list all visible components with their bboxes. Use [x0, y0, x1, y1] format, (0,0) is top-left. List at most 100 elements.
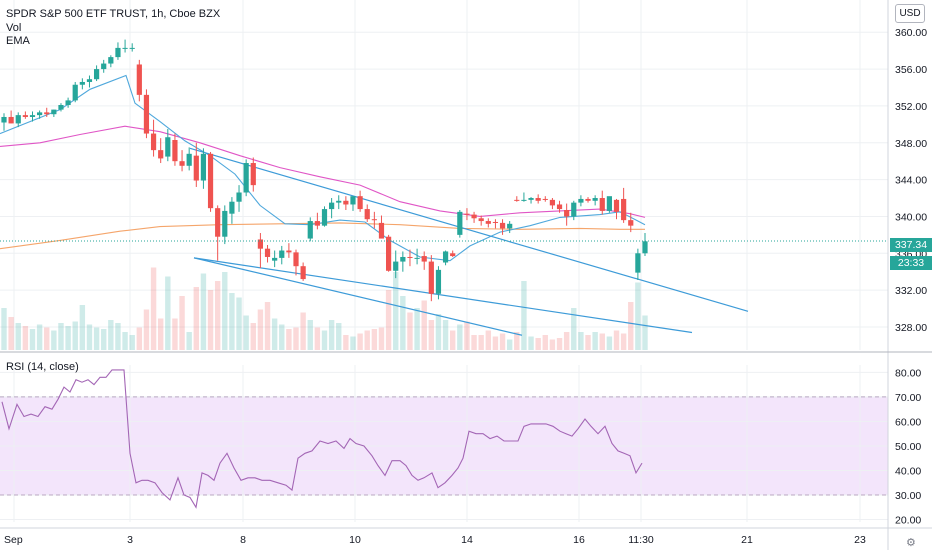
volume-bar: [528, 336, 534, 350]
volume-bar: [93, 327, 100, 350]
candle-body: [272, 257, 278, 261]
candle-body: [37, 112, 43, 116]
volume-bar: [293, 327, 299, 350]
volume-bar: [79, 305, 86, 350]
volume-bar: [257, 309, 264, 350]
volume-bar: [200, 273, 207, 350]
candle-body: [442, 251, 449, 263]
price-tick-label: 344.00: [895, 175, 927, 187]
volume-bar: [371, 329, 378, 350]
candle-body: [321, 209, 328, 226]
trendline: [189, 147, 749, 312]
candle-body: [250, 163, 256, 186]
currency-selector[interactable]: USD: [895, 4, 925, 23]
rsi-line: [1, 369, 643, 509]
candle-body: [207, 153, 214, 209]
candle-body: [264, 248, 271, 257]
candle-body: [635, 253, 641, 273]
ema-legend[interactable]: EMA: [6, 35, 30, 47]
time-tick-label: Sep: [4, 534, 23, 546]
volume-bar: [65, 326, 71, 350]
candle-body: [613, 199, 620, 212]
volume-bar: [606, 336, 613, 350]
candle-body: [549, 199, 556, 206]
candle-body: [364, 209, 370, 220]
rsi-tick-label: 80.00: [895, 367, 921, 379]
rsi-legend[interactable]: RSI (14, close): [6, 361, 79, 373]
candle-body: [186, 153, 192, 166]
volume-bar: [428, 320, 435, 350]
price-tick-label: 328.00: [895, 322, 927, 334]
volume-bar: [592, 332, 598, 350]
candle-body: [122, 47, 128, 49]
candle-body: [229, 201, 235, 214]
candle-body: [93, 69, 100, 80]
volume-bar: [36, 324, 43, 350]
candle-body: [22, 115, 28, 117]
candle-body: [386, 236, 392, 271]
volume-bar: [157, 318, 164, 350]
candle-body: [236, 192, 242, 202]
last-price-tag-bg: [890, 238, 932, 252]
candle-body: [564, 210, 570, 217]
volume-bar: [556, 338, 563, 350]
candle-body: [371, 219, 377, 221]
ema-mid-line: [0, 125, 646, 218]
candle-body: [485, 221, 491, 224]
time-tick-label: 10: [349, 534, 361, 546]
volume-bar: [563, 332, 570, 350]
candle-body: [15, 115, 21, 124]
price-tick-label: 332.00: [895, 285, 927, 297]
candle-body: [457, 211, 463, 235]
candle-body: [222, 210, 228, 237]
candle-body: [108, 57, 114, 64]
volume-bar: [457, 324, 463, 350]
volume-bar: [542, 335, 548, 350]
candle-body: [329, 202, 335, 210]
rsi-tick-label: 20.00: [895, 515, 921, 527]
time-tick-label: 11:30: [628, 534, 654, 546]
symbol-legend[interactable]: SPDR S&P 500 ETF TRUST, 1h, Cboe BZX: [6, 8, 221, 20]
gear-icon[interactable]: ⚙: [906, 537, 916, 549]
candle-body: [65, 100, 71, 105]
volume-bar: [492, 336, 499, 350]
bar-countdown-tag: 23:33: [897, 257, 925, 269]
volume-bar: [535, 338, 541, 350]
volume-bar: [108, 320, 114, 350]
ema-slow-line: [0, 222, 645, 250]
volume-bar: [364, 330, 370, 350]
volume-bar: [229, 293, 235, 350]
candle-body: [542, 198, 548, 200]
candle-body: [578, 198, 584, 203]
volume-bar: [1, 308, 7, 350]
volume-bar: [585, 335, 591, 350]
volume-bar: [357, 333, 363, 350]
volume-bar: [179, 296, 185, 350]
candle-body: [150, 133, 157, 151]
time-tick-label: 8: [240, 534, 246, 546]
volume-bar: [271, 318, 278, 350]
volume-bar: [442, 320, 449, 350]
volume-bar: [642, 315, 648, 350]
time-tick-label: 14: [461, 534, 473, 546]
volume-bar: [620, 333, 627, 350]
candle-body: [44, 112, 50, 115]
volume-bar: [314, 327, 321, 350]
volume-bar: [471, 335, 477, 350]
volume-legend[interactable]: Vol: [6, 22, 22, 34]
rsi-tick-label: 40.00: [895, 465, 921, 477]
candle-body: [314, 221, 320, 226]
candle-body: [514, 199, 520, 201]
volume-bar: [136, 327, 143, 350]
candle-body: [407, 256, 413, 258]
candle-body: [499, 222, 506, 229]
volume-bar: [343, 335, 349, 350]
rsi-tick-label: 30.00: [895, 490, 921, 502]
candle-body: [215, 208, 221, 237]
volume-bar: [165, 276, 171, 350]
candle-body: [179, 161, 185, 166]
candle-body: [628, 220, 634, 226]
volume-bar: [307, 320, 313, 350]
volume-bar: [378, 327, 385, 350]
